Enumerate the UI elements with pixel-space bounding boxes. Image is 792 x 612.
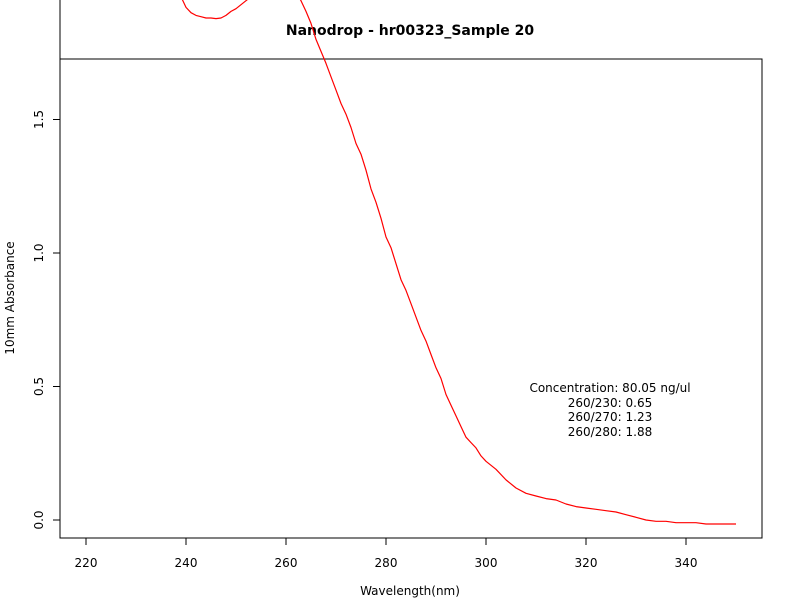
x-tick-label: 300 (475, 556, 498, 570)
y-axis-label: 10mm Absorbance (3, 241, 17, 354)
plot-frame (59, 58, 763, 539)
x-axis-label: Wavelength(nm) (360, 584, 460, 598)
annotation-concentration: Concentration: 80.05 ng/ul (529, 381, 690, 395)
y-tick-label: 0.5 (32, 377, 46, 396)
series-group (181, 0, 736, 525)
x-tick-label: 340 (675, 556, 698, 570)
annotation-ratio-260-270: 260/270: 1.23 (568, 410, 652, 424)
x-tick-label: 320 (575, 556, 598, 570)
series-line-absorbance (181, 0, 736, 525)
y-tick-label: 0.0 (32, 510, 46, 529)
chart-title: Nanodrop - hr00323_Sample 20 (286, 23, 534, 39)
y-axis: 0.00.51.01.52.02.53.0 (32, 0, 61, 530)
x-tick-label: 280 (375, 556, 398, 570)
x-axis: 220 240 260 280 300 320 340 (75, 537, 698, 570)
annotation-ratio-260-280: 260/280: 1.88 (568, 425, 652, 439)
y-tick-label: 1.5 (32, 110, 46, 129)
annotation-ratio-260-230: 260/230: 0.65 (568, 396, 652, 410)
annotation-block: Concentration: 80.05 ng/ul 260/230: 0.65… (529, 381, 690, 439)
x-tick-label: 220 (75, 556, 98, 570)
x-tick-label: 260 (275, 556, 298, 570)
y-tick-label: 1.0 (32, 243, 46, 262)
x-tick-label: 240 (175, 556, 198, 570)
